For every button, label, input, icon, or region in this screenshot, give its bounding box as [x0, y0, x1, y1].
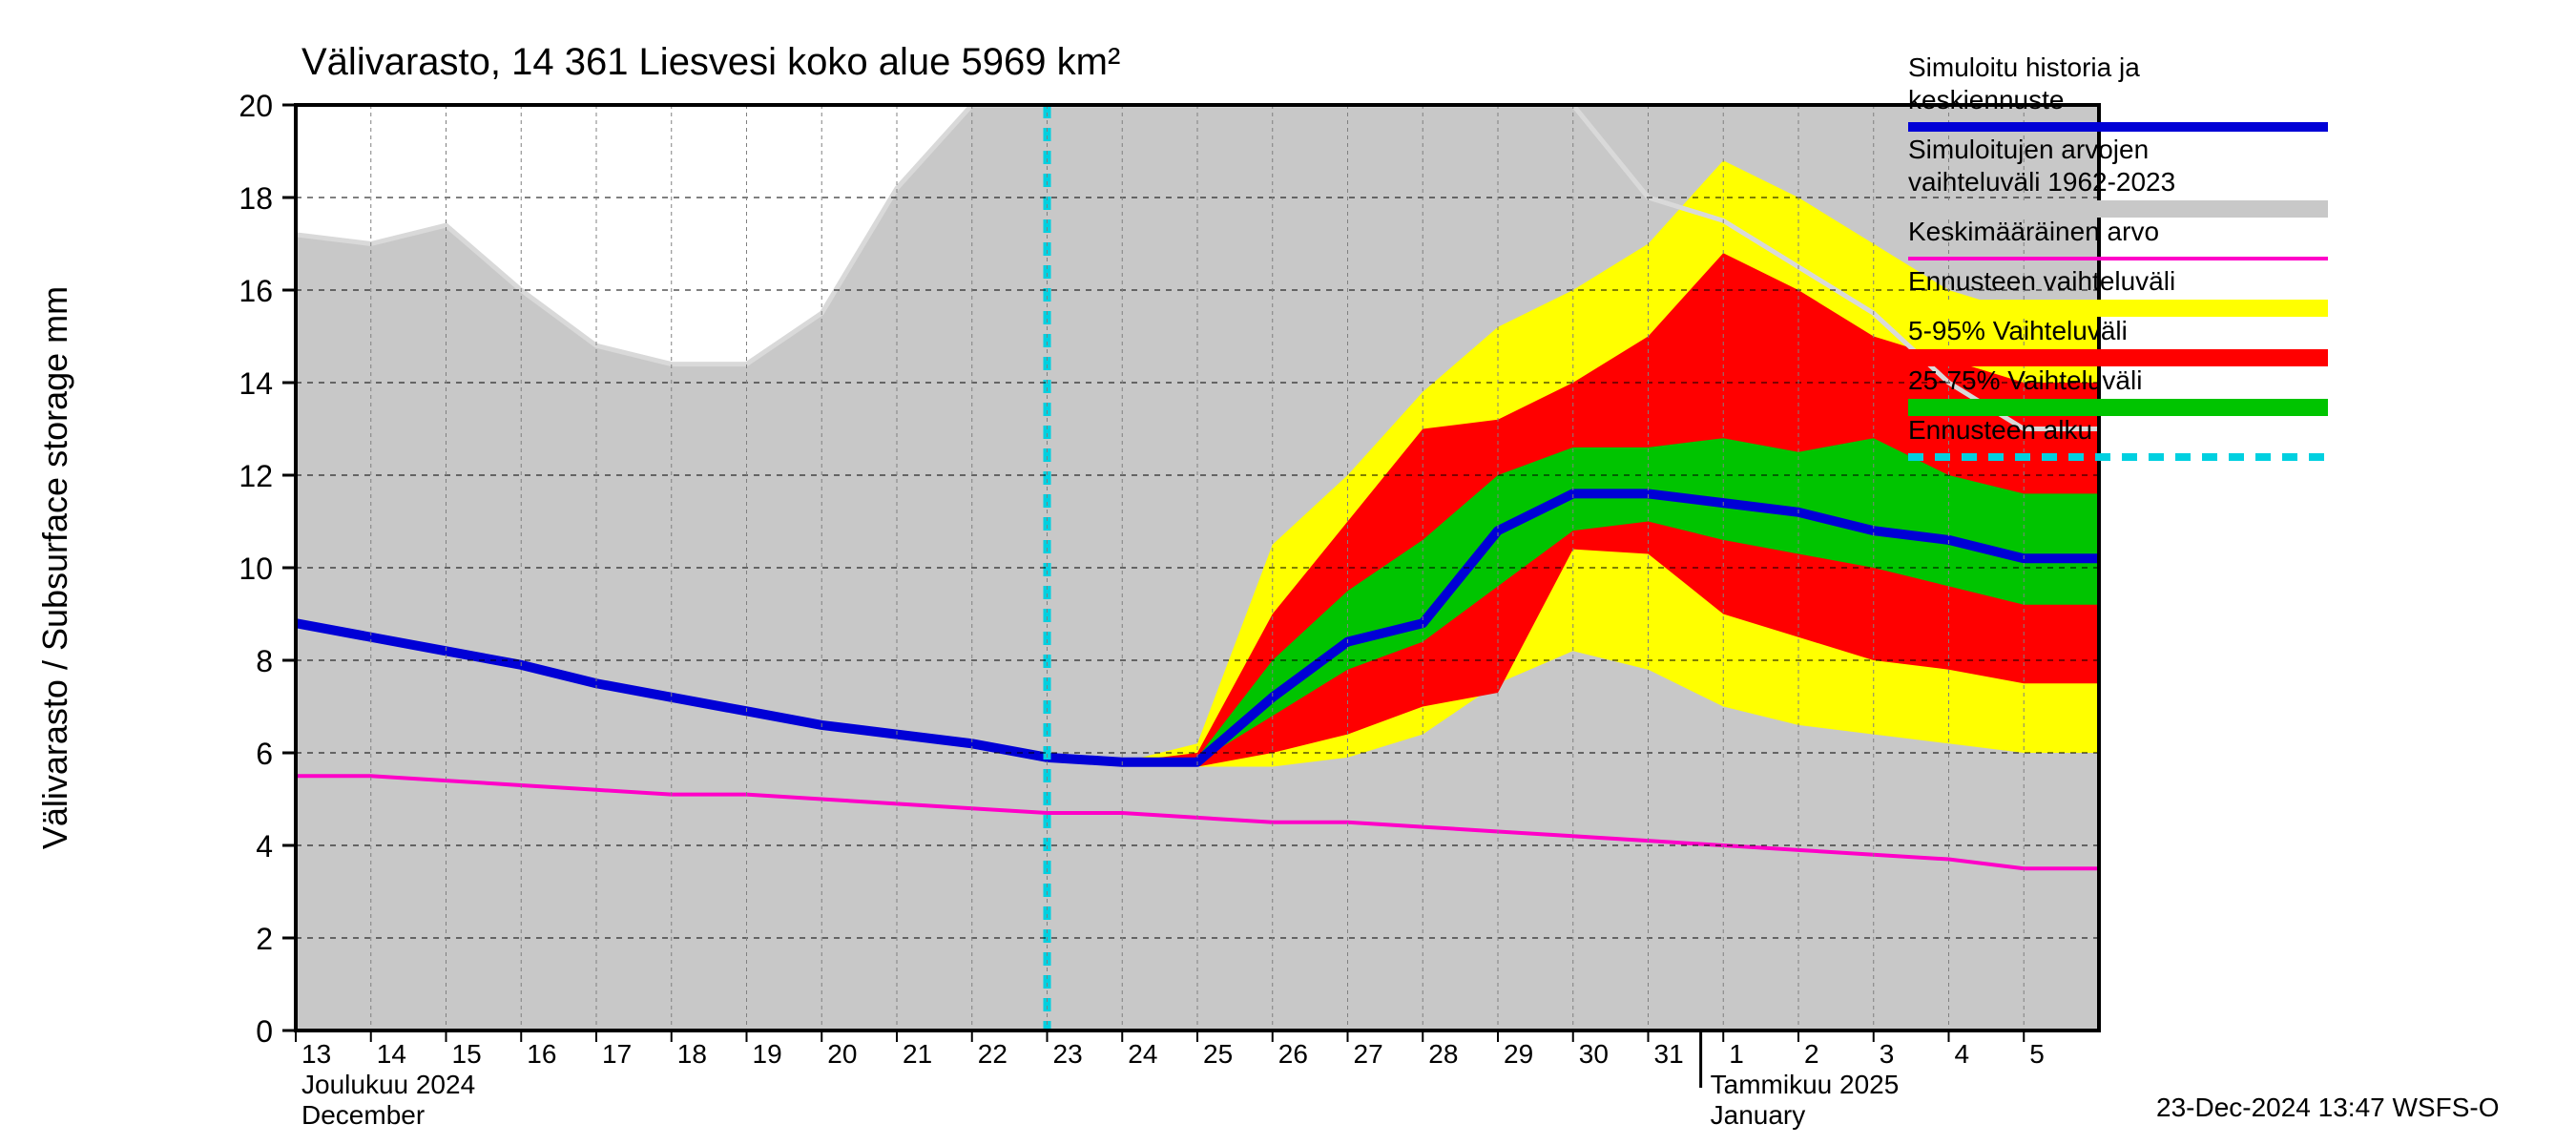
legend-swatch [1908, 399, 2328, 416]
xtick-label: 13 [301, 1039, 331, 1069]
ytick-label: 20 [239, 89, 273, 123]
xtick-label: 28 [1428, 1039, 1458, 1069]
ytick-label: 2 [256, 922, 273, 956]
xtick-label: 23 [1053, 1039, 1083, 1069]
xtick-label: 17 [602, 1039, 632, 1069]
legend-label: 25-75% Vaihteluväli [1908, 365, 2142, 395]
xtick-label: 3 [1880, 1039, 1895, 1069]
legend-label: Simuloitujen arvojen [1908, 135, 2149, 164]
month1-en: December [301, 1100, 425, 1130]
ytick-label: 14 [239, 366, 273, 401]
ytick-label: 6 [256, 737, 273, 771]
xtick-label: 24 [1128, 1039, 1157, 1069]
xtick-label: 31 [1654, 1039, 1684, 1069]
legend-swatch [1908, 300, 2328, 317]
xtick-label: 26 [1278, 1039, 1308, 1069]
ytick-label: 4 [256, 829, 273, 864]
xtick-label: 2 [1804, 1039, 1819, 1069]
legend-swatch [1908, 200, 2328, 218]
legend-label: vaihteluväli 1962-2023 [1908, 167, 2175, 197]
xtick-label: 22 [978, 1039, 1008, 1069]
chart-svg: 0246810121416182013141516171819202122232… [0, 0, 2576, 1145]
xtick-label: 18 [677, 1039, 707, 1069]
xtick-label: 30 [1579, 1039, 1609, 1069]
legend-label: Ennusteen alku [1908, 415, 2092, 445]
ytick-label: 18 [239, 181, 273, 216]
xtick-label: 5 [2029, 1039, 2045, 1069]
legend-label: Ennusteen vaihteluväli [1908, 266, 2175, 296]
month2-fi: Tammikuu 2025 [1711, 1070, 1900, 1099]
legend-label: Keskimääräinen arvo [1908, 217, 2159, 246]
ytick-label: 10 [239, 552, 273, 586]
xtick-label: 25 [1203, 1039, 1233, 1069]
xtick-label: 21 [903, 1039, 932, 1069]
legend-label: Simuloitu historia ja [1908, 52, 2140, 82]
xtick-label: 19 [753, 1039, 782, 1069]
xtick-label: 1 [1729, 1039, 1744, 1069]
y-axis-label: Välivarasto / Subsurface storage mm [35, 286, 74, 849]
chart-title: Välivarasto, 14 361 Liesvesi koko alue 5… [301, 41, 1120, 83]
xtick-label: 20 [827, 1039, 857, 1069]
xtick-label: 16 [527, 1039, 556, 1069]
xtick-label: 4 [1955, 1039, 1970, 1069]
xtick-label: 29 [1504, 1039, 1533, 1069]
legend-swatch [1908, 349, 2328, 366]
month2-en: January [1711, 1100, 1806, 1130]
ytick-label: 16 [239, 274, 273, 308]
xtick-label: 27 [1354, 1039, 1383, 1069]
chart-container: 0246810121416182013141516171819202122232… [0, 0, 2576, 1145]
ytick-label: 0 [256, 1014, 273, 1049]
ytick-label: 8 [256, 644, 273, 678]
legend-label: keskiennuste [1908, 85, 2064, 114]
xtick-label: 14 [377, 1039, 406, 1069]
month1-fi: Joulukuu 2024 [301, 1070, 475, 1099]
legend-label: 5-95% Vaihteluväli [1908, 316, 2128, 345]
xtick-label: 15 [452, 1039, 482, 1069]
footer-text: 23-Dec-2024 13:47 WSFS-O [2156, 1093, 2500, 1122]
ytick-label: 12 [239, 459, 273, 493]
